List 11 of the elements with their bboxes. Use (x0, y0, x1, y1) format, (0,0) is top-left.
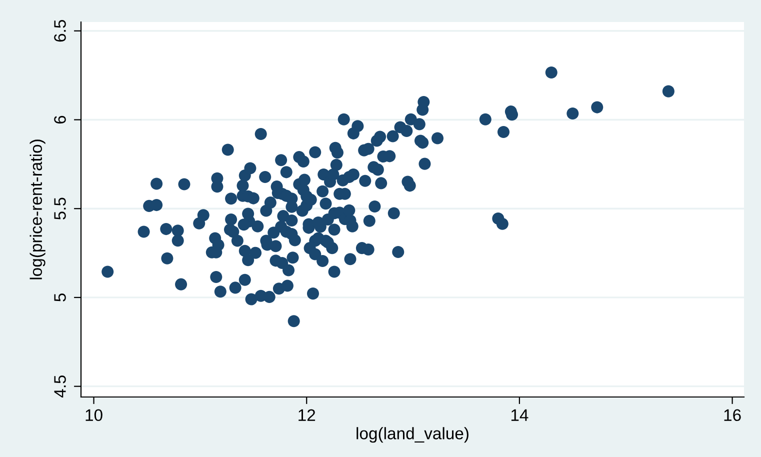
y-axis-title: log(price-rent-ratio) (30, 140, 46, 280)
y-tick-label: 4.5 (54, 375, 66, 398)
y-tick-label: 6.5 (54, 20, 66, 42)
x-tick-label: 14 (511, 409, 528, 421)
y-tick-label: 5 (54, 294, 66, 302)
y-tick-label: 5.5 (54, 198, 66, 220)
x-tick-label: 10 (86, 409, 102, 422)
x-tick-label: 16 (724, 409, 741, 422)
y-tick-label: 6 (54, 116, 66, 124)
x-tick-label: 12 (298, 409, 316, 421)
x-axis-title: log(land_value) (356, 427, 468, 443)
